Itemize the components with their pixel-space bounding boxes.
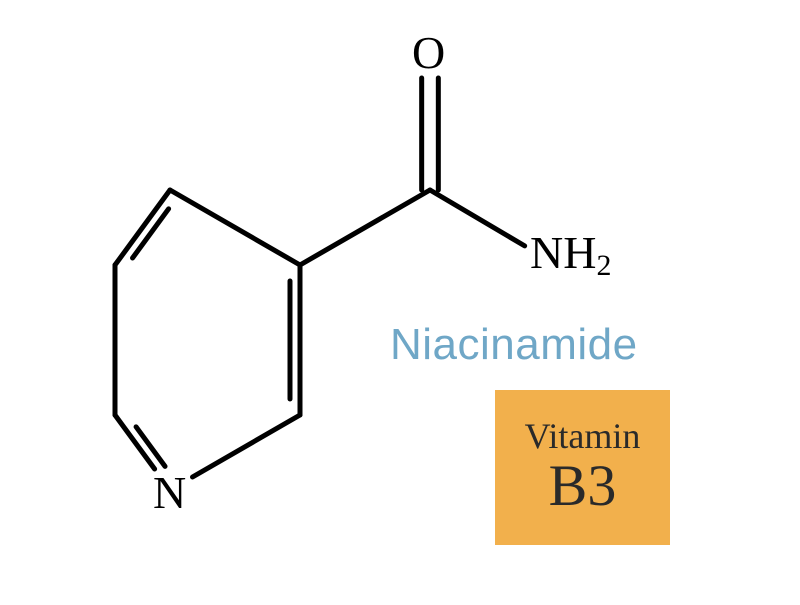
atom-nh2-text: NH xyxy=(530,227,596,278)
atom-label-nh2: NH2 xyxy=(530,230,611,276)
atom-o-text: O xyxy=(412,27,445,78)
vitamin-top-text: Vitamin xyxy=(525,418,641,456)
atom-label-o: O xyxy=(412,30,445,76)
bond-svg xyxy=(0,0,800,605)
molecule-diagram: O NH2 N Niacinamide Vitamin B3 xyxy=(0,0,800,605)
vitamin-bottom-text: B3 xyxy=(549,456,617,517)
vitamin-badge: Vitamin B3 xyxy=(495,390,670,545)
atom-label-n: N xyxy=(153,470,186,516)
atom-n-text: N xyxy=(153,467,186,518)
compound-name: Niacinamide xyxy=(390,320,638,370)
atom-nh2-sub: 2 xyxy=(596,249,611,282)
